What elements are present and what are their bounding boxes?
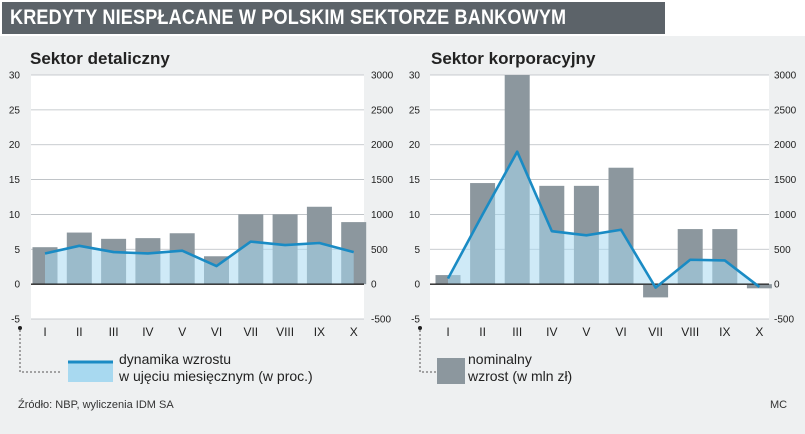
x-tick-label-1-8: IX xyxy=(719,325,730,339)
leader-dot-1 xyxy=(418,326,422,330)
bar-1-6 xyxy=(643,284,669,298)
x-tick-label-1-1: II xyxy=(479,325,486,339)
leader-line-1 xyxy=(419,330,437,373)
left-tick-label-1-0: -5 xyxy=(411,315,420,326)
right-tick-label-1-1: 0 xyxy=(774,280,780,291)
legend-bar-swatch xyxy=(437,358,465,384)
x-tick-label-1-7: VIII xyxy=(681,325,699,339)
x-tick-label-0-6: VII xyxy=(243,325,258,339)
x-tick-label-1-9: X xyxy=(755,325,763,339)
x-tick-label-1-6: VII xyxy=(648,325,663,339)
left-tick-label-0-7: 30 xyxy=(9,71,21,82)
left-tick-label-1-5: 20 xyxy=(409,140,421,151)
left-tick-label-1-1: 0 xyxy=(414,280,420,291)
x-tick-label-0-7: VIII xyxy=(276,325,294,339)
chart-main-title: KREDYTY NIESPŁACANE W POLSKIM SEKTORZE B… xyxy=(10,6,567,29)
series-line-0 xyxy=(44,240,355,268)
legend-line-swatch xyxy=(68,362,113,382)
footer-source: Źródło: NBP, wyliczenia IDM SA xyxy=(18,399,174,411)
legend-bar-label-1: nominalny xyxy=(468,351,532,367)
x-tick-label-0-3: IV xyxy=(142,325,153,339)
right-tick-label-0-2: 500 xyxy=(371,245,388,256)
right-tick-label-0-3: 1000 xyxy=(371,210,394,221)
legend-bar-label-2: wzrost (w mln zł) xyxy=(468,368,573,384)
x-tick-label-0-0: I xyxy=(43,325,46,339)
left-tick-label-0-6: 25 xyxy=(9,105,21,116)
x-tick-label-1-3: IV xyxy=(546,325,557,339)
left-tick-label-0-3: 10 xyxy=(9,210,21,221)
x-tick-label-1-4: V xyxy=(582,325,590,339)
right-tick-label-1-7: 3000 xyxy=(774,71,797,82)
chart-title-1: Sektor korporacyjny xyxy=(431,49,596,68)
left-tick-label-1-3: 10 xyxy=(409,210,421,221)
x-tick-label-0-5: VI xyxy=(211,325,222,339)
left-tick-label-1-2: 5 xyxy=(414,245,420,256)
line-area-1 xyxy=(448,151,760,288)
x-tick-label-1-2: III xyxy=(512,325,522,339)
leader-dot-0 xyxy=(18,326,22,330)
x-tick-label-0-8: IX xyxy=(314,325,325,339)
left-tick-label-1-6: 25 xyxy=(409,105,421,116)
x-tick-label-0-9: X xyxy=(350,325,358,339)
series-line-1 xyxy=(446,150,761,289)
right-tick-label-1-4: 1500 xyxy=(774,175,797,186)
left-tick-label-0-2: 5 xyxy=(14,245,20,256)
x-tick-label-0-2: III xyxy=(109,325,119,339)
left-tick-label-0-5: 20 xyxy=(9,140,21,151)
left-tick-label-0-0: -5 xyxy=(11,315,20,326)
right-tick-label-1-2: 500 xyxy=(774,245,791,256)
right-tick-label-1-6: 2500 xyxy=(774,105,797,116)
chart-title-0: Sektor detaliczny xyxy=(30,49,170,68)
x-tick-label-0-4: V xyxy=(178,325,186,339)
left-tick-label-0-1: 0 xyxy=(14,280,20,291)
left-tick-label-1-4: 15 xyxy=(409,175,421,186)
right-tick-label-0-7: 3000 xyxy=(371,71,394,82)
legend-line-label-2: w ujęciu miesięcznym (w proc.) xyxy=(119,368,313,384)
title-bar: KREDYTY NIESPŁACANE W POLSKIM SEKTORZE B… xyxy=(0,0,805,36)
line-area-0 xyxy=(45,241,354,285)
title-background: KREDYTY NIESPŁACANE W POLSKIM SEKTORZE B… xyxy=(2,2,665,34)
left-tick-label-1-7: 30 xyxy=(409,71,421,82)
legend-line-text: dynamika wzrostu w ujęciu miesięcznym (w… xyxy=(119,351,313,385)
right-tick-label-0-4: 1500 xyxy=(371,175,394,186)
right-tick-label-0-5: 2000 xyxy=(371,140,394,151)
left-tick-label-0-4: 15 xyxy=(9,175,21,186)
legend-line-label-1: dynamika wzrostu xyxy=(119,351,232,367)
x-tick-label-0-1: II xyxy=(76,325,83,339)
right-tick-label-0-6: 2500 xyxy=(371,105,394,116)
right-tick-label-0-0: -500 xyxy=(371,315,391,326)
leader-line-0 xyxy=(19,330,60,373)
legend-bar-text: nominalny wzrost (w mln zł) xyxy=(468,351,572,385)
x-tick-label-1-0: I xyxy=(446,325,449,339)
right-tick-label-1-5: 2000 xyxy=(774,140,797,151)
right-tick-label-1-3: 1000 xyxy=(774,210,797,221)
right-tick-label-1-0: -500 xyxy=(774,315,794,326)
x-tick-label-1-5: VI xyxy=(615,325,626,339)
footer-credit: MC xyxy=(770,399,788,411)
right-tick-label-0-1: 0 xyxy=(371,280,377,291)
